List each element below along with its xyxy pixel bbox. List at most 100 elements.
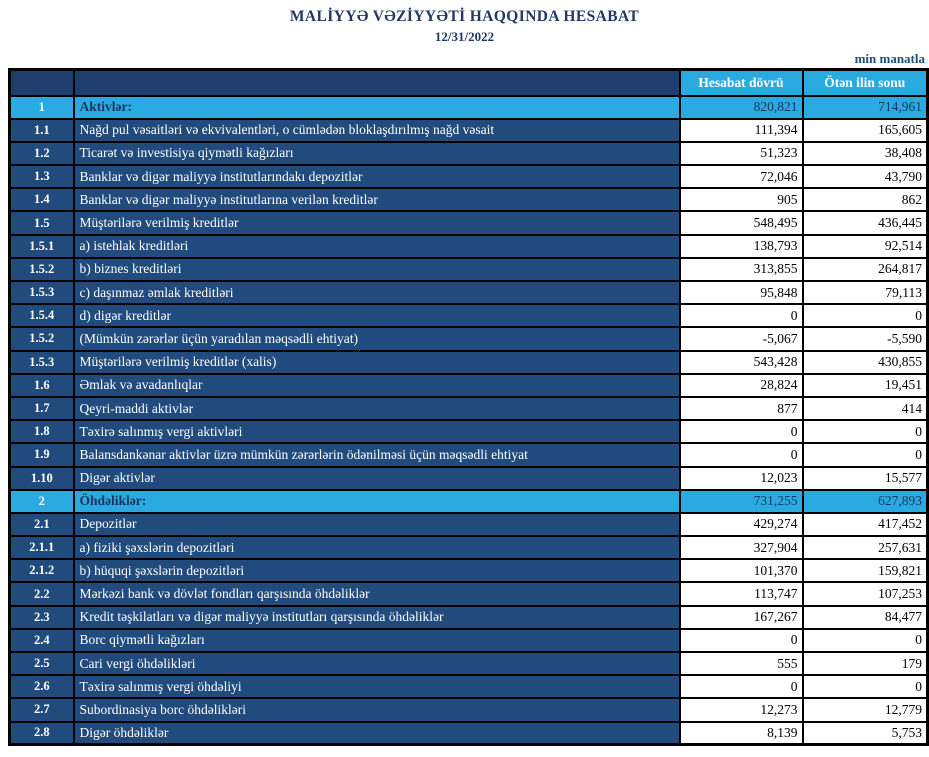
row-label-cell: Təxirə salınmış vergi öhdəliyi <box>72 674 681 700</box>
value-previous-cell: 5,753 <box>801 720 929 746</box>
value-current-cell: 731,255 <box>678 488 804 514</box>
row-number-cell: 2.1 <box>8 511 75 538</box>
row-number-cell: 1.1 <box>8 117 75 143</box>
value-previous-cell: 79,113 <box>801 279 929 306</box>
row-number-cell: 1.9 <box>8 442 75 468</box>
row-number-cell: 2.1.1 <box>8 535 75 561</box>
row-number-cell: 1.3 <box>8 164 75 190</box>
row-number-cell: 1.5.4 <box>8 303 75 329</box>
row-label-cell: Cari vergi öhdəlikləri <box>72 650 681 677</box>
value-previous-cell: 417,452 <box>801 511 929 538</box>
row-label-cell: Kredit təşkilatları və digər maliyyə ins… <box>72 604 681 630</box>
row-label-cell: Banklar və digər maliyyə institutlarında… <box>72 164 681 190</box>
row-number-cell: 1.5.2 <box>8 326 75 352</box>
value-current-cell: 101,370 <box>678 558 804 584</box>
row-label-cell: a) istehlak kreditləri <box>72 233 681 259</box>
value-current-cell: 95,848 <box>678 279 804 306</box>
row-number-cell: 1 <box>8 94 75 120</box>
header-label-blank-cell <box>72 68 681 97</box>
value-current-cell: 327,904 <box>678 535 804 561</box>
value-current-cell: 429,274 <box>678 511 804 538</box>
value-previous-cell: 862 <box>801 187 929 213</box>
value-previous-cell: 107,253 <box>801 581 929 607</box>
value-current-cell: 28,824 <box>678 372 804 398</box>
row-label-cell: d) digər kreditlər <box>72 303 681 329</box>
value-previous-cell: 19,451 <box>801 372 929 398</box>
row-label-cell: Təxirə salınmış vergi aktivləri <box>72 419 681 445</box>
value-current-cell: 111,394 <box>678 117 804 143</box>
table-row: 2.6 Təxirə salınmış vergi öhdəliyi 0 0 <box>8 674 929 700</box>
value-previous-cell: 15,577 <box>801 465 929 491</box>
row-label-cell: (Mümkün zərərlər üçün yaradılan məqsədli… <box>72 326 681 352</box>
row-label-cell: Subordinasiya borc öhdəlikləri <box>72 697 681 723</box>
row-number-cell: 1.6 <box>8 372 75 398</box>
header-number-blank-cell <box>8 68 75 97</box>
row-number-cell: 1.5.2 <box>8 256 75 283</box>
value-current-cell: 167,267 <box>678 604 804 630</box>
value-current-cell: 543,428 <box>678 349 804 375</box>
page-title: MALİYYƏ VƏZİYYƏTİ HAQQINDA HESABAT <box>289 8 640 25</box>
table-row: 1.7 Qeyri-maddi aktivlər 877 414 <box>8 395 929 422</box>
col-header-previous-year-end: Ötən ilin sonu <box>801 68 929 97</box>
row-number-cell: 1.5.3 <box>8 279 75 306</box>
value-current-cell: 0 <box>678 627 804 654</box>
row-label-cell: b) hüquqi şəxslərin depozitləri <box>72 558 681 584</box>
value-previous-cell: 627,893 <box>801 488 929 514</box>
row-label-cell: c) daşınmaz əmlak kreditləri <box>72 279 681 306</box>
row-number-cell: 2.3 <box>8 604 75 630</box>
value-previous-cell: 0 <box>801 627 929 654</box>
row-label-cell: Mərkəzi bank və dövlət fondları qarşısın… <box>72 581 681 607</box>
value-previous-cell: 179 <box>801 650 929 677</box>
value-previous-cell: 414 <box>801 395 929 422</box>
row-label-cell: Öhdəliklər: <box>72 488 681 514</box>
table-row: 1.8 Təxirə salınmış vergi aktivləri 0 0 <box>8 419 929 445</box>
table-row: 1.2 Ticarət və investisiya qiymətli kağız… <box>8 140 929 167</box>
value-current-cell: 0 <box>678 303 804 329</box>
row-number-cell: 1.5.3 <box>8 349 75 375</box>
report-date: 12/31/2022 <box>434 29 495 44</box>
value-previous-cell: 92,514 <box>801 233 929 259</box>
table-row: 1.9 Balansdankənar aktivlər üzrə mümkün z… <box>8 442 929 468</box>
value-previous-cell: 257,631 <box>801 535 929 561</box>
table-row: 1.5.2 b) biznes kreditləri 313,855 264,817 <box>8 256 929 283</box>
row-number-cell: 2.1.2 <box>8 558 75 584</box>
value-current-cell: 0 <box>678 419 804 445</box>
value-current-cell: 905 <box>678 187 804 213</box>
value-previous-cell: 165,605 <box>801 117 929 143</box>
section-row: 1 Aktivlər: 820,821 714,961 <box>8 94 929 120</box>
value-previous-cell: 84,477 <box>801 604 929 630</box>
value-previous-cell: 43,790 <box>801 164 929 190</box>
value-previous-cell: 0 <box>801 674 929 700</box>
value-current-cell: 548,495 <box>678 210 804 236</box>
value-previous-cell: 436,445 <box>801 210 929 236</box>
value-current-cell: 555 <box>678 650 804 677</box>
table-row: 2.4 Borc qiymətli kağızları 0 0 <box>8 627 929 654</box>
table-row: 1.5.1 a) istehlak kreditləri 138,793 92,514 <box>8 233 929 259</box>
table-row: 1.5.4 d) digər kreditlər 0 0 <box>8 303 929 329</box>
value-previous-cell: 12,779 <box>801 697 929 723</box>
row-label-cell: Müştərilərə verilmiş kreditlər <box>72 210 681 236</box>
table-row: 1.5.2 (Mümkün zərərlər üçün yaradılan məq… <box>8 326 929 352</box>
value-current-cell: 0 <box>678 674 804 700</box>
table-row: 2.5 Cari vergi öhdəlikləri 555 179 <box>8 650 929 677</box>
table-row: 1.5.3 c) daşınmaz əmlak kreditləri 95,848 7… <box>8 279 929 306</box>
value-previous-cell: 38,408 <box>801 140 929 167</box>
row-label-cell: Digər öhdəliklər <box>72 720 681 746</box>
value-current-cell: 138,793 <box>678 233 804 259</box>
row-label-cell: Balansdankənar aktivlər üzrə mümkün zərə… <box>72 442 681 468</box>
row-label-cell: Depozitlər <box>72 511 681 538</box>
table-row: 2.7 Subordinasiya borc öhdəlikləri 12,273 1… <box>8 697 929 723</box>
row-label-cell: Banklar və digər maliyyə institutlarına … <box>72 187 681 213</box>
table-row: 2.2 Mərkəzi bank və dövlət fondları qarşı… <box>8 581 929 607</box>
value-current-cell: 12,273 <box>678 697 804 723</box>
row-label-cell: Qeyri-maddi aktivlər <box>72 395 681 422</box>
table-row: 1.10 Digər aktivlər 12,023 15,577 <box>8 465 929 491</box>
row-number-cell: 1.4 <box>8 187 75 213</box>
row-label-cell: Əmlak və avadanlıqlar <box>72 372 681 398</box>
value-previous-cell: 0 <box>801 303 929 329</box>
row-number-cell: 1.8 <box>8 419 75 445</box>
value-current-cell: 113,747 <box>678 581 804 607</box>
row-label-cell: Borc qiymətli kağızları <box>72 627 681 654</box>
row-label-cell: Müştərilərə verilmiş kreditlər (xalis) <box>72 349 681 375</box>
row-number-cell: 2.5 <box>8 650 75 677</box>
